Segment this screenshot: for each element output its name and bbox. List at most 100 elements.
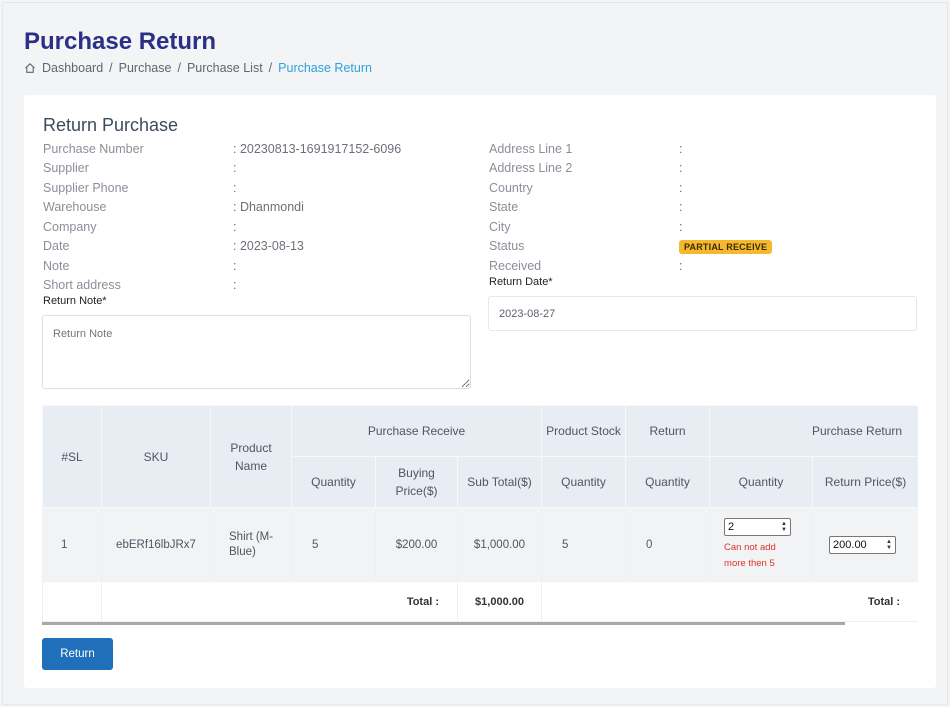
page-title: Purchase Return xyxy=(24,28,217,55)
status-value: PARTIAL RECEIVE xyxy=(679,239,773,254)
cell-sub-total: $1,000.00 xyxy=(456,507,543,582)
info-value: : 2023-08-13 xyxy=(233,239,304,254)
total-empty-cell xyxy=(42,581,102,622)
table-subheader-row: Quantity Buying Price($) Sub Total($) Qu… xyxy=(43,456,918,508)
info-value: : xyxy=(233,219,237,234)
info-value: : xyxy=(679,180,683,195)
return-table: #SL SKU Product Name Purchase Receive Pr… xyxy=(42,405,918,622)
stepper-arrows-icon[interactable]: ▲ ▼ xyxy=(781,520,787,533)
table-header-row: #SL SKU Product Name Purchase Receive Pr… xyxy=(42,405,918,508)
card-title: Return Purchase xyxy=(43,115,179,135)
return-date-input[interactable] xyxy=(488,296,917,331)
info-value: : xyxy=(679,161,683,176)
info-row: Received: xyxy=(489,256,909,276)
cell-sl: 1 xyxy=(42,507,102,582)
info-value: : xyxy=(233,161,237,176)
info-value: : 20230813-1691917152-6096 xyxy=(233,141,402,156)
info-row: Short address: xyxy=(43,276,463,296)
cell-buying-price: $200.00 xyxy=(375,507,458,582)
info-value: : Dhanmondi xyxy=(233,200,304,215)
status-badge: PARTIAL RECEIVE xyxy=(679,239,773,254)
col-product-stock: Product Stock xyxy=(541,405,627,457)
info-value: : xyxy=(233,180,237,195)
info-value: : xyxy=(233,258,237,273)
info-label: Purchase Number xyxy=(43,141,144,156)
return-price-stepper[interactable]: 200.00 ▲ ▼ xyxy=(829,535,897,554)
info-label: Address Line 2 xyxy=(489,161,573,176)
col-return-price: Return Price($) xyxy=(812,456,918,508)
return-purchase-card: Return Purchase Purchase Number : 2023081… xyxy=(24,95,936,688)
stepper-arrows-icon[interactable]: ▲ ▼ xyxy=(886,538,892,551)
table-total-row: Total : $1,000.00 Total : xyxy=(42,581,918,622)
table-row: 1 ebERf16lbJRx7 Shirt (M-Blue) 5 $200.00… xyxy=(42,507,918,582)
info-label: Note xyxy=(43,258,70,273)
col-purchase-return: Purchase Return xyxy=(709,405,918,457)
col-purchase-receive: Purchase Receive xyxy=(290,405,543,457)
breadcrumb-dashboard[interactable]: Dashboard xyxy=(42,61,104,75)
info-row: Warehouse : Dhanmondi xyxy=(43,198,463,218)
quantity-error-text: Can not add more then 5 xyxy=(724,541,776,569)
cell-return-price: 200.00 ▲ ▼ xyxy=(812,507,918,582)
breadcrumb-purchase-list[interactable]: Purchase List xyxy=(186,61,263,75)
cell-quantity: 5 xyxy=(291,507,376,582)
col-buying-price: Buying Price($) xyxy=(375,456,458,508)
info-value: : xyxy=(679,200,683,215)
info-label: Company xyxy=(43,219,97,234)
info-row: Country: xyxy=(489,178,909,198)
info-label: Address Line 1 xyxy=(489,141,573,156)
return-date-label: Return Date* xyxy=(489,276,553,288)
breadcrumb-separator: / xyxy=(109,61,113,75)
breadcrumb-purchase[interactable]: Purchase xyxy=(118,61,172,75)
info-row: Address Line 1: xyxy=(489,139,909,159)
col-sku: SKU xyxy=(101,405,211,508)
info-row: Purchase Number : 20230813-1691917152-609… xyxy=(43,139,463,159)
info-label: City xyxy=(489,219,511,234)
return-note-label: Return Note* xyxy=(43,295,107,307)
return-table-wrap: #SL SKU Product Name Purchase Receive Pr… xyxy=(42,405,918,625)
info-label: Short address xyxy=(43,278,121,293)
info-row: Address Line 2: xyxy=(489,159,909,179)
info-label: Supplier xyxy=(43,161,89,176)
return-quantity-stepper[interactable]: 2 ▲ ▼ xyxy=(724,517,792,536)
info-value: : xyxy=(679,141,683,156)
return-button[interactable]: Return xyxy=(42,638,113,670)
table-horizontal-scrollbar[interactable] xyxy=(42,622,845,625)
col-pr-quantity: Quantity xyxy=(709,456,814,508)
info-label: State xyxy=(489,200,519,215)
info-label: Received xyxy=(489,258,542,273)
info-row: State: xyxy=(489,198,909,218)
info-row: Note: xyxy=(43,256,463,276)
info-value: : xyxy=(233,278,237,293)
info-label: Warehouse xyxy=(43,200,107,215)
home-icon[interactable] xyxy=(24,62,36,74)
breadcrumb-separator: / xyxy=(177,61,181,75)
return-quantity-value: 2 xyxy=(728,520,735,533)
col-quantity: Quantity xyxy=(291,456,376,508)
total-label: Total : xyxy=(101,581,458,622)
info-row: Status PARTIAL RECEIVE xyxy=(489,237,909,257)
info-row: Supplier Phone: xyxy=(43,178,463,198)
cell-return-quantity: 0 xyxy=(625,507,711,582)
info-row: City: xyxy=(489,217,909,237)
col-product-name: Product Name xyxy=(210,405,292,508)
info-row: Supplier: xyxy=(43,159,463,179)
total-value: $1,000.00 xyxy=(456,581,543,622)
info-row: Date: 2023-08-13 xyxy=(43,237,463,257)
cell-stock-quantity: 5 xyxy=(541,507,627,582)
purchase-info-right: Address Line 1: Address Line 2: Country:… xyxy=(489,139,909,276)
info-value: : xyxy=(679,219,683,234)
col-sub-total: Sub Total($) xyxy=(456,456,543,508)
cell-sku: ebERf16lbJRx7 xyxy=(101,507,211,582)
info-value: : xyxy=(679,258,683,273)
col-return: Return xyxy=(625,405,711,457)
col-return-quantity: Quantity xyxy=(625,456,711,508)
total-label-right: Total : xyxy=(541,581,918,622)
purchase-info-left: Purchase Number : 20230813-1691917152-609… xyxy=(43,139,463,295)
breadcrumb: Dashboard / Purchase / Purchase List / P… xyxy=(24,61,372,75)
breadcrumb-current: Purchase Return xyxy=(278,61,372,75)
info-label: Country xyxy=(489,180,533,195)
col-sl: #SL xyxy=(42,405,102,508)
cell-product-name: Shirt (M-Blue) xyxy=(210,507,292,582)
info-label: Status xyxy=(489,239,525,254)
return-note-textarea[interactable] xyxy=(42,315,471,389)
